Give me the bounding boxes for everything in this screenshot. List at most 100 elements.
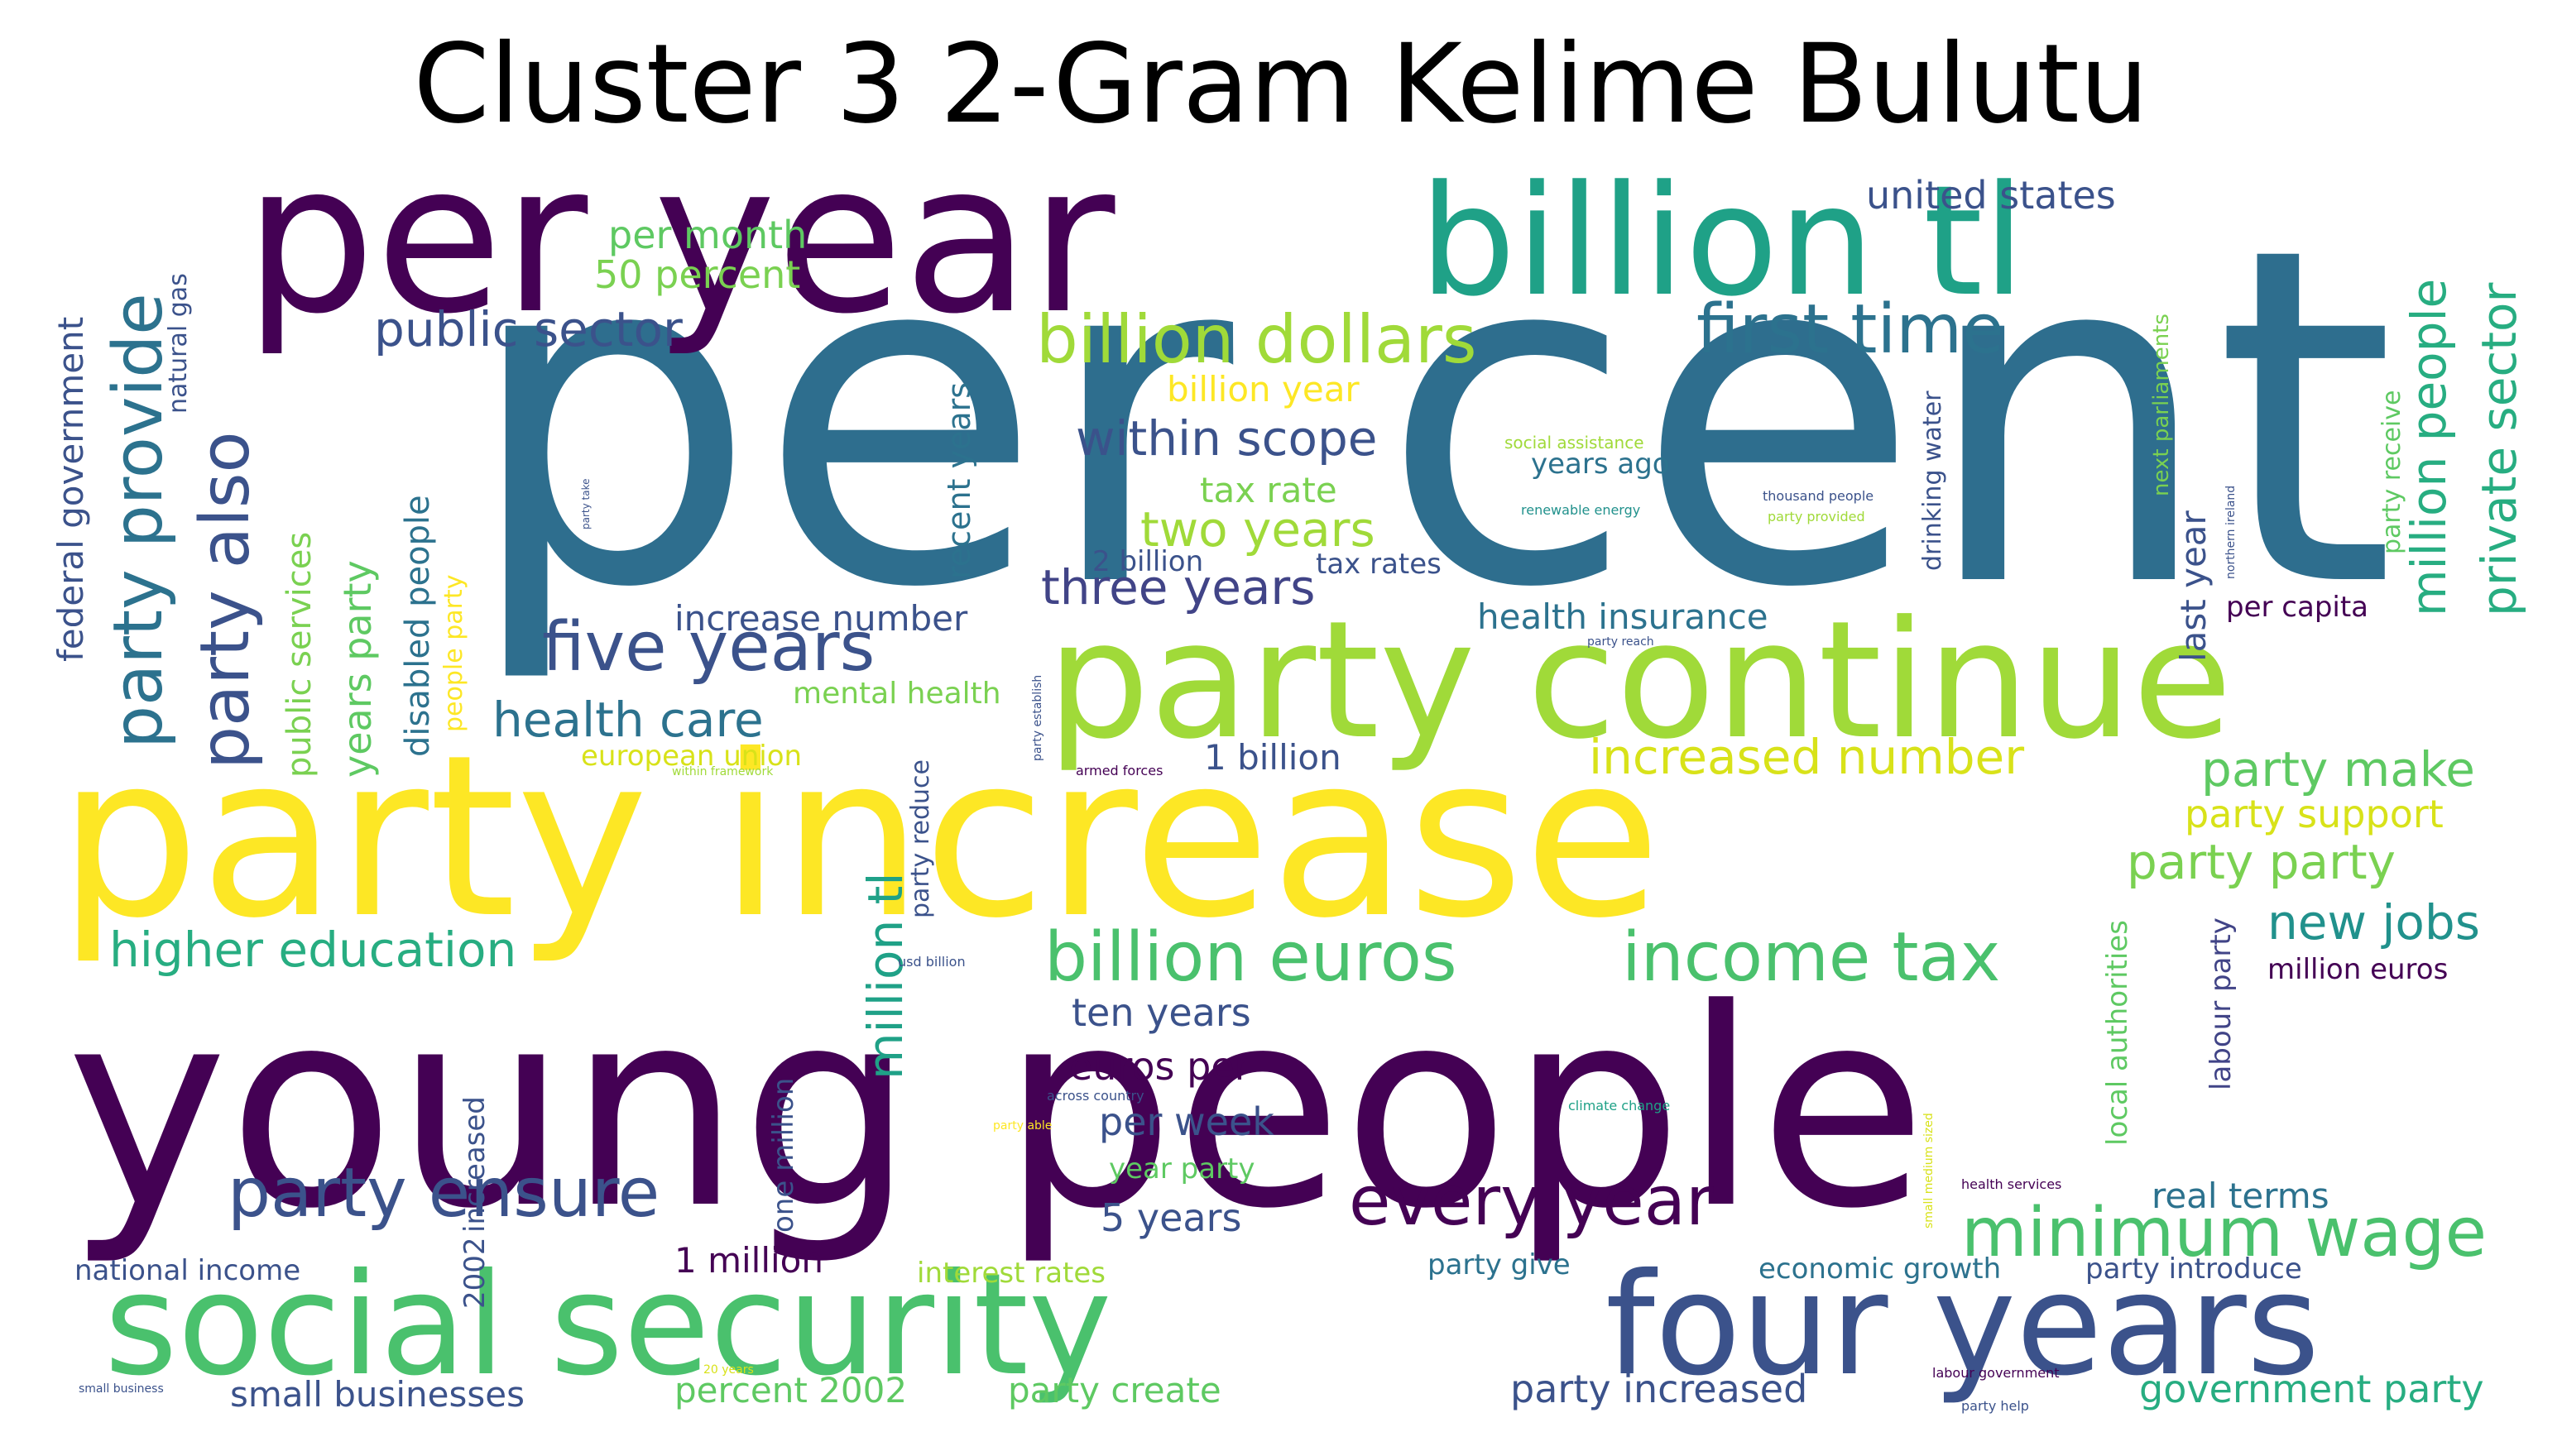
word-party-able: party able xyxy=(993,1119,1052,1133)
word-every-year: every year xyxy=(1349,1162,1714,1241)
word-drinking-water: drinking water xyxy=(1918,390,1947,571)
word-social-assistance: social assistance xyxy=(1504,433,1644,453)
word-thousand-people: thousand people xyxy=(1763,488,1874,504)
word-party-increased: party increased xyxy=(1510,1367,1807,1411)
word-increased-number: increased number xyxy=(1589,729,2024,785)
word-euros-per: euros per xyxy=(1069,1044,1250,1089)
word-party-ensure: party ensure xyxy=(228,1154,660,1233)
word-four-years: four years xyxy=(1605,1243,2320,1407)
word-party-receive: party receive xyxy=(2377,390,2406,554)
word-northern-ireland: northern ireland xyxy=(2224,486,2238,579)
word-1-million: 1 million xyxy=(674,1240,823,1281)
word-increased: increased xyxy=(458,1096,492,1233)
word-party-party: party party xyxy=(2127,834,2396,890)
word-higher-education: higher education xyxy=(109,922,516,978)
word-health-care: health care xyxy=(492,692,764,748)
word-within-scope: within scope xyxy=(1076,410,1377,467)
word-new-jobs: new jobs xyxy=(2267,894,2480,951)
word-20-years: 20 years xyxy=(703,1363,754,1377)
word-income-tax: income tax xyxy=(1622,918,2000,997)
word-party-reach: party reach xyxy=(1587,635,1654,649)
word-next-parliaments: next parliaments xyxy=(2149,314,2174,496)
word-first-time: first time xyxy=(1696,290,2004,369)
word-million-people: million people xyxy=(2401,279,2457,616)
word-party-help: party help xyxy=(1961,1398,2029,1414)
word-party-give: party give xyxy=(1427,1248,1571,1281)
word-years-party: years party xyxy=(335,560,380,778)
word-economic-growth: economic growth xyxy=(1758,1252,2001,1286)
word-party-create: party create xyxy=(1008,1370,1221,1410)
word-per-month: per month xyxy=(608,213,807,257)
word-health-services: health services xyxy=(1961,1176,2061,1192)
word-tax-rates: tax rates xyxy=(1316,548,1442,581)
word-private-sector: private sector xyxy=(2471,282,2527,616)
page-title: Cluster 3 2-Gram Kelime Bulutu xyxy=(413,21,2149,148)
word-disabled-people: disabled people xyxy=(399,495,437,757)
word-billion-euros: billion euros xyxy=(1044,918,1457,997)
word-per-cent: per cent xyxy=(463,150,2396,689)
word-people-party: people party xyxy=(439,574,468,732)
word-public-services: public services xyxy=(281,532,319,778)
word-across-country: across country xyxy=(1047,1088,1144,1104)
word-party-make: party make xyxy=(2201,741,2475,797)
word-recent-years: recent years xyxy=(941,382,977,579)
word-two-years: two years xyxy=(1140,501,1375,558)
word-billion-tl: billion tl xyxy=(1419,153,2025,330)
word-years-ago: years ago xyxy=(1531,448,1670,481)
word-small-medium-sized: small medium sized xyxy=(1922,1113,1936,1228)
word-party-increase: party increase xyxy=(58,706,1661,967)
word-5-years: 5 years xyxy=(1101,1195,1241,1240)
word-increase-number: increase number xyxy=(674,598,968,639)
word-government-party: government party xyxy=(2139,1367,2484,1411)
word-million-tl: million tl xyxy=(857,873,914,1080)
word-renewable-energy: renewable energy xyxy=(1521,502,1640,518)
word-european-union: european union xyxy=(581,740,802,773)
word-young-people: young people xyxy=(66,951,1926,1268)
word-local-authorities: local authorities xyxy=(2101,920,2134,1146)
word-small-businesses: small businesses xyxy=(230,1374,525,1415)
word-million-euros: million euros xyxy=(2267,953,2448,986)
word-mental-health: mental health xyxy=(793,677,1001,711)
word-three-years: three years xyxy=(1041,559,1316,615)
word-billion-dollars: billion dollars xyxy=(1036,301,1477,378)
word-national-income: national income xyxy=(74,1254,300,1287)
word-party-provide: party provide xyxy=(99,293,178,749)
word-climate-change: climate change xyxy=(1568,1098,1670,1114)
word-interest-rates: interest rates xyxy=(917,1257,1106,1290)
word-party-take: party take xyxy=(580,479,592,530)
word-labour-government: labour government xyxy=(1932,1365,2060,1381)
word-federal-government: federal government xyxy=(50,317,91,662)
word-armed-forces: armed forces xyxy=(1076,763,1163,778)
word-party-continue: party continue xyxy=(1047,587,2232,775)
word-1-billion: 1 billion xyxy=(1204,737,1341,778)
word-real-terms: real terms xyxy=(2152,1176,2329,1216)
word-2-billion: 2 billion xyxy=(1092,545,1203,578)
word-last-year: last year xyxy=(2173,510,2214,662)
word-per-week: per week xyxy=(1099,1099,1274,1144)
word-public-sector: public sector xyxy=(374,301,683,357)
word-small-business: small business xyxy=(79,1382,164,1396)
word-usd-billion: usd billion xyxy=(898,954,966,970)
word-tax-rate: tax rate xyxy=(1200,470,1337,510)
word-percent-2002: percent 2002 xyxy=(674,1370,907,1410)
word-per-year: per year xyxy=(244,118,1115,359)
word-minimum-wage: minimum wage xyxy=(1961,1194,2487,1272)
word-party-introduce: party introduce xyxy=(2085,1252,2302,1286)
word-party-establish: party establish xyxy=(1031,675,1044,761)
word-2002: 2002 xyxy=(458,1237,492,1309)
word-one-million: one million xyxy=(767,1078,800,1233)
word-social-security: social security xyxy=(104,1243,1111,1407)
word-party-support: party support xyxy=(2185,792,2444,836)
word-labour-party: labour party xyxy=(2205,917,2238,1090)
word-united-states: united states xyxy=(1866,173,2116,218)
word-within-framework: within framework xyxy=(672,765,774,778)
word-health-insurance: health insurance xyxy=(1477,596,1768,637)
word-year-party: year party xyxy=(1109,1152,1255,1185)
word-five-years: five years xyxy=(542,608,875,687)
word-ten-years: ten years xyxy=(1072,990,1251,1035)
word-party-also: party also xyxy=(186,431,265,769)
word-natural-gas: natural gas xyxy=(164,273,193,414)
word-per-capita: per capita xyxy=(2226,591,2368,624)
word-billion-year: billion year xyxy=(1167,369,1360,410)
